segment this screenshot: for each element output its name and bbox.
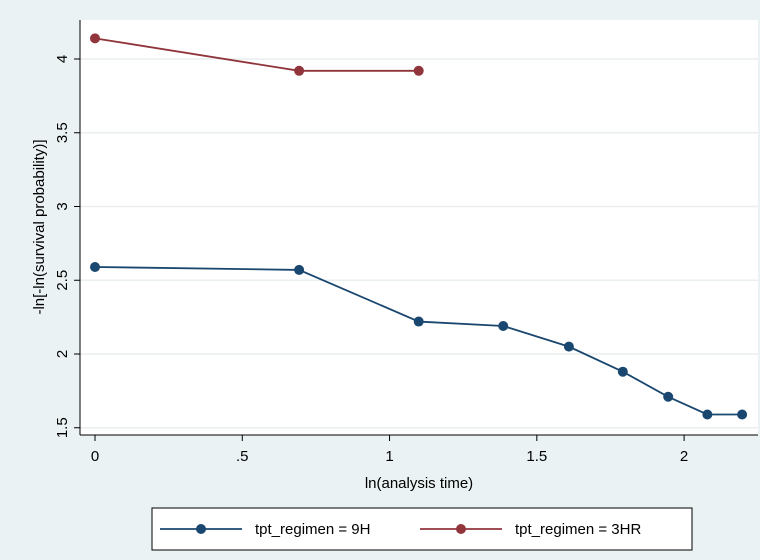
y-tick-label: 3.5 xyxy=(54,122,71,143)
data-point xyxy=(563,341,574,352)
y-tick-label: 2.5 xyxy=(54,270,71,291)
data-point xyxy=(498,320,509,331)
plot-background xyxy=(80,20,758,435)
legend: tpt_regimen = 9H tpt_regimen = 3HR xyxy=(151,507,693,551)
y-axis-label: -ln[-ln(survival probability)] xyxy=(31,139,48,314)
series-layer xyxy=(90,33,748,420)
series-0 xyxy=(90,261,748,420)
x-tick-label: 0 xyxy=(91,448,99,465)
y-tick-label: 1.5 xyxy=(54,417,71,438)
data-point xyxy=(737,409,748,420)
y-tick-label: 3 xyxy=(54,202,71,210)
x-tick-label: .5 xyxy=(236,448,249,465)
data-point xyxy=(90,261,100,272)
x-tick-label: 1 xyxy=(385,448,393,465)
series-1 xyxy=(90,33,424,76)
data-point xyxy=(294,65,305,76)
legend-label: tpt_regimen = 9H xyxy=(255,521,370,538)
x-tick-label: 1.5 xyxy=(526,448,547,465)
data-point xyxy=(294,264,305,275)
legend-marker xyxy=(456,524,466,534)
data-point xyxy=(413,65,424,76)
x-axis-label: ln(analysis time) xyxy=(365,475,473,492)
legend-marker xyxy=(196,524,206,534)
axes: 1.5 2 2.5 3 3.5 4 0 .5 1 1.5 2 xyxy=(54,20,758,465)
grid-lines xyxy=(80,58,758,429)
data-point xyxy=(617,366,628,377)
x-tick-label: 2 xyxy=(680,448,688,465)
data-point xyxy=(413,316,424,327)
data-point xyxy=(702,409,713,420)
data-point xyxy=(663,391,674,402)
y-tick-label: 4 xyxy=(54,55,71,63)
legend-label: tpt_regimen = 3HR xyxy=(515,521,641,538)
data-point xyxy=(90,33,100,44)
y-tick-label: 2 xyxy=(54,350,71,358)
